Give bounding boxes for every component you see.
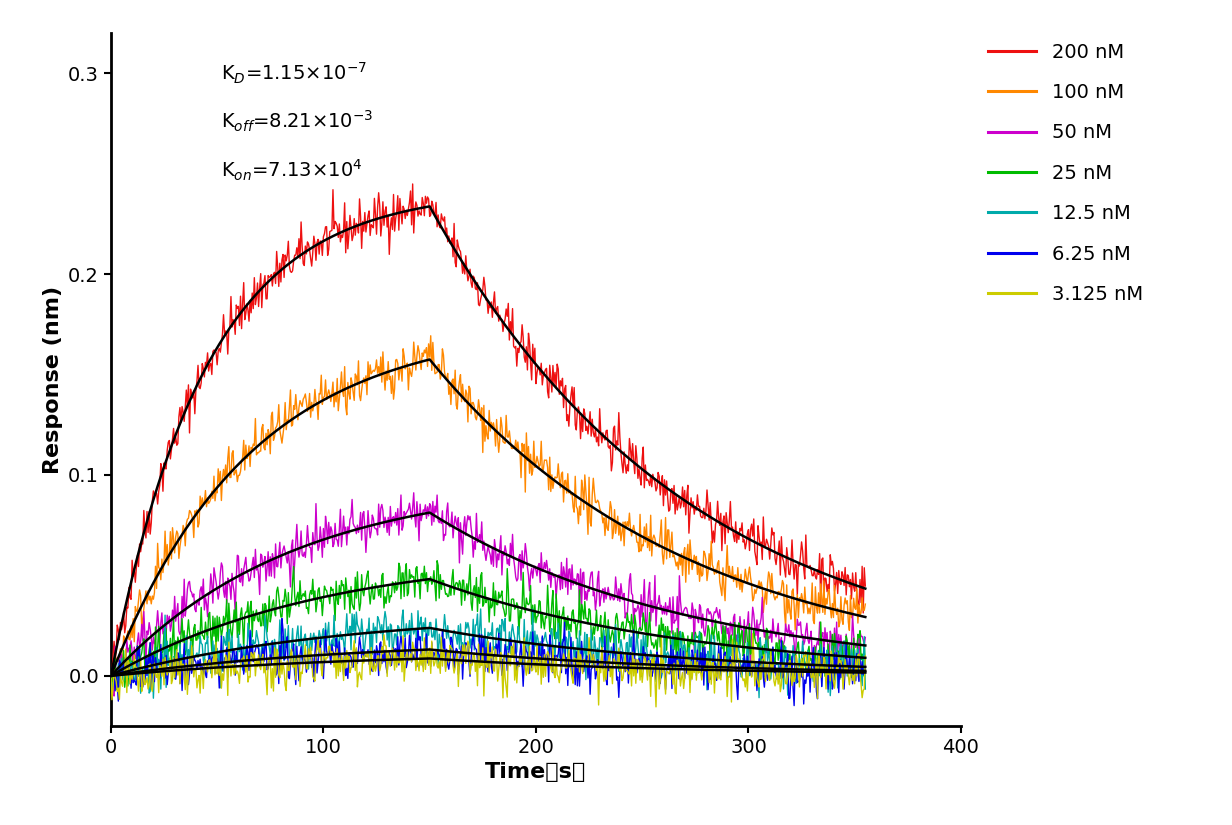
Text: K$_{on}$=7.13×10$^4$: K$_{on}$=7.13×10$^4$	[222, 158, 363, 183]
50 nM	[107, 691, 122, 701]
3.125 nM	[648, 702, 663, 712]
6.25 nM	[787, 700, 802, 710]
Text: K$_{off}$=8.21×10$^{-3}$: K$_{off}$=8.21×10$^{-3}$	[222, 109, 373, 134]
12.5 nM	[473, 604, 488, 614]
12.5 nM	[569, 670, 584, 680]
200 nM	[489, 304, 504, 314]
25 nM	[430, 556, 445, 566]
3.125 nM	[632, 658, 647, 668]
Line: 3.125 nM: 3.125 nM	[111, 634, 865, 707]
25 nM	[533, 623, 548, 633]
25 nM	[775, 636, 790, 646]
50 nM	[569, 580, 584, 590]
12.5 nM	[633, 635, 648, 645]
200 nM	[103, 665, 118, 675]
Line: 50 nM: 50 nM	[111, 493, 865, 696]
6.25 nM	[568, 680, 583, 690]
50 nM	[775, 645, 790, 655]
50 nM	[633, 590, 648, 600]
50 nM	[407, 488, 421, 497]
50 nM	[857, 633, 872, 643]
Line: 6.25 nM: 6.25 nM	[111, 619, 865, 705]
Line: 100 nM: 100 nM	[111, 336, 865, 680]
12.5 nM	[857, 684, 872, 694]
100 nM	[105, 675, 120, 685]
3.125 nM	[567, 653, 582, 662]
200 nM	[105, 667, 120, 677]
50 nM	[103, 675, 118, 685]
6.25 nM	[857, 660, 872, 670]
100 nM	[352, 390, 367, 400]
25 nM	[569, 634, 584, 644]
12.5 nM	[352, 626, 367, 636]
Text: K$_D$=1.15×10$^{-7}$: K$_D$=1.15×10$^{-7}$	[222, 61, 367, 86]
12.5 nM	[533, 662, 548, 672]
50 nM	[352, 521, 367, 531]
100 nM	[775, 576, 790, 586]
12.5 nM	[775, 647, 790, 657]
50 nM	[533, 548, 548, 558]
3.125 nM	[103, 667, 118, 677]
6.25 nM	[275, 614, 290, 624]
6.25 nM	[633, 657, 648, 667]
X-axis label: Time（s）: Time（s）	[485, 762, 586, 782]
3.125 nM	[487, 667, 501, 676]
100 nM	[489, 415, 504, 425]
100 nM	[424, 331, 439, 341]
100 nM	[569, 502, 584, 512]
100 nM	[857, 599, 872, 609]
6.25 nM	[532, 652, 547, 662]
25 nM	[489, 600, 504, 610]
3.125 nM	[775, 658, 790, 668]
3.125 nM	[351, 670, 366, 680]
200 nM	[533, 358, 548, 368]
12.5 nM	[145, 693, 160, 703]
6.25 nM	[352, 632, 367, 642]
Line: 12.5 nM: 12.5 nM	[111, 609, 865, 698]
3.125 nM	[857, 651, 872, 661]
25 nM	[110, 685, 124, 695]
12.5 nM	[489, 624, 504, 634]
Legend: 200 nM, 100 nM, 50 nM, 25 nM, 12.5 nM, 6.25 nM, 3.125 nM: 200 nM, 100 nM, 50 nM, 25 nM, 12.5 nM, 6…	[988, 43, 1143, 304]
100 nM	[633, 546, 648, 556]
100 nM	[533, 436, 548, 446]
Line: 200 nM: 200 nM	[111, 184, 865, 672]
6.25 nM	[774, 636, 788, 646]
3.125 nM	[532, 659, 547, 669]
Line: 25 nM: 25 nM	[111, 561, 865, 690]
100 nM	[103, 672, 118, 682]
25 nM	[633, 625, 648, 635]
6.25 nM	[488, 644, 503, 653]
200 nM	[569, 425, 584, 435]
200 nM	[857, 581, 872, 591]
6.25 nM	[103, 672, 118, 681]
200 nM	[352, 194, 367, 204]
25 nM	[352, 606, 367, 615]
Y-axis label: Response (nm): Response (nm)	[43, 285, 63, 474]
12.5 nM	[103, 668, 118, 678]
200 nM	[633, 480, 648, 490]
25 nM	[857, 667, 872, 676]
50 nM	[489, 563, 504, 573]
200 nM	[775, 553, 790, 563]
200 nM	[405, 179, 420, 189]
3.125 nM	[745, 629, 760, 639]
25 nM	[103, 663, 118, 673]
